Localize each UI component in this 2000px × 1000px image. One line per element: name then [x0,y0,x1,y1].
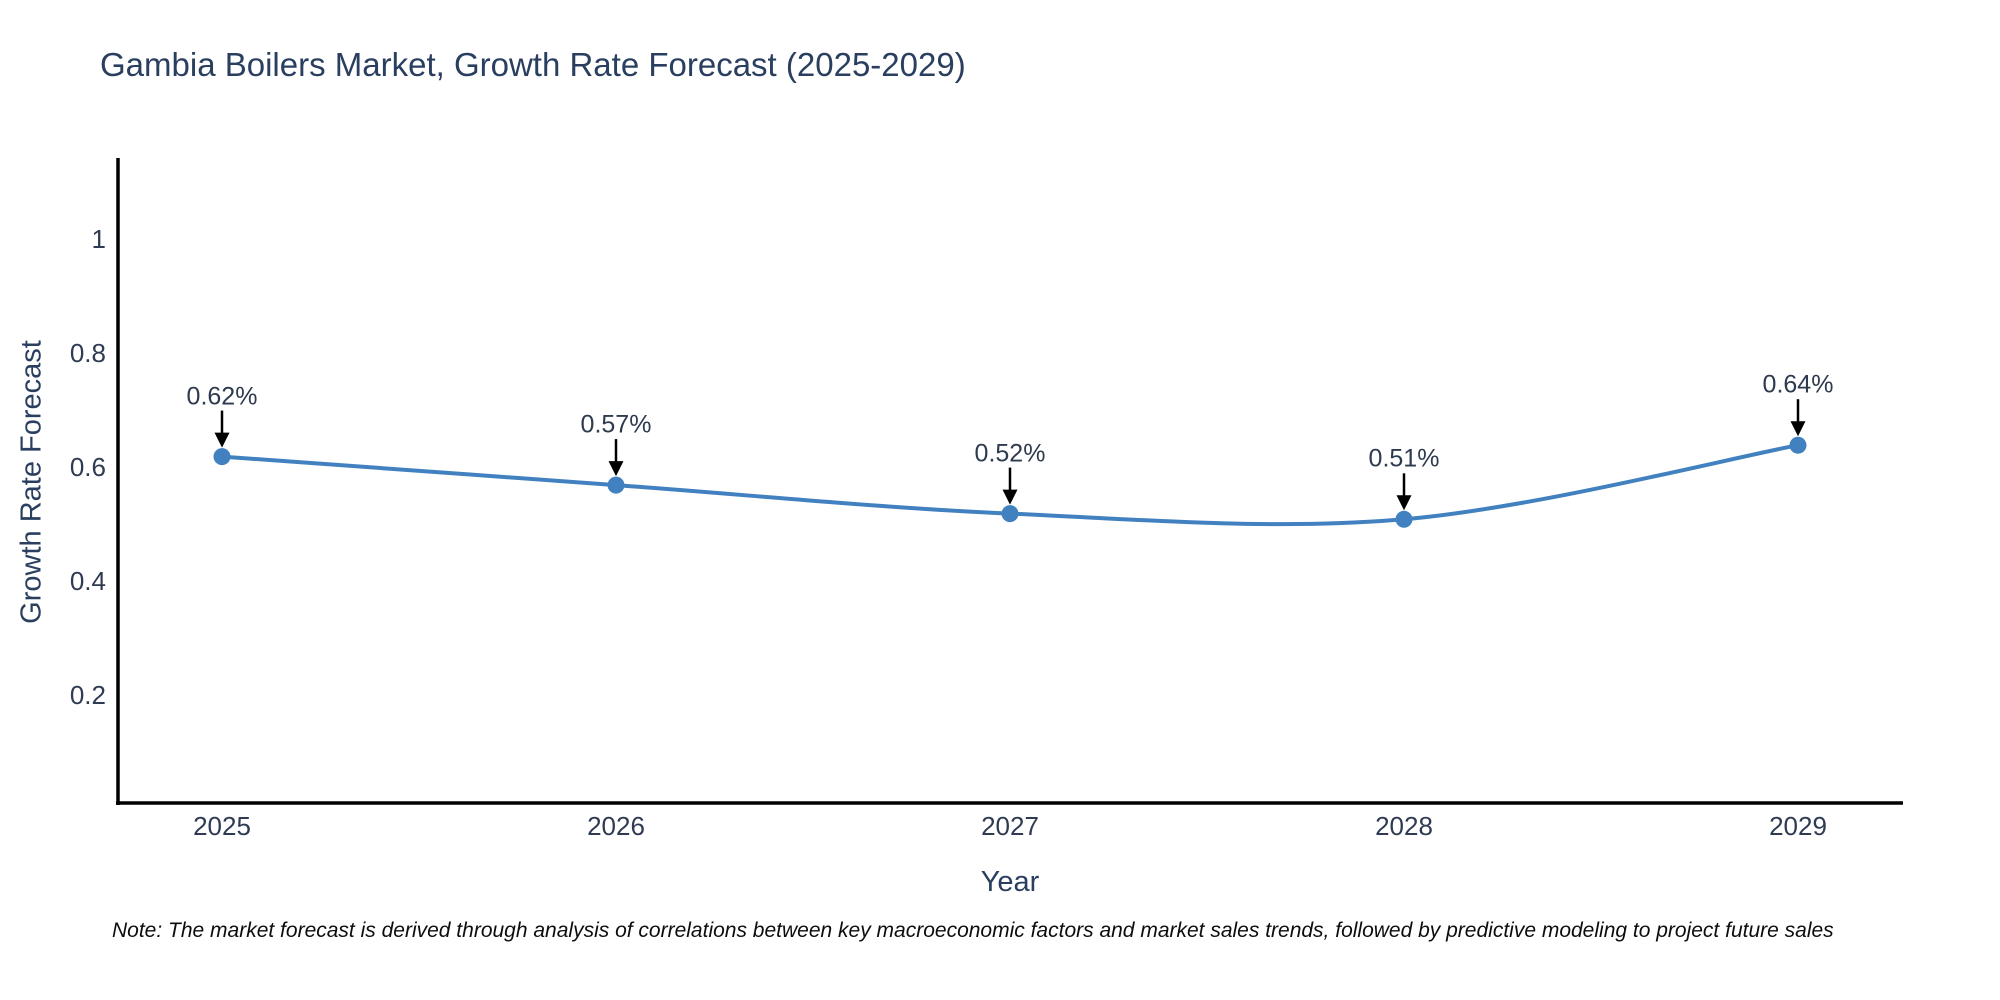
y-tick-label: 0.6 [69,451,106,482]
x-tick-label: 2026 [587,811,645,841]
data-point-marker [1789,436,1807,454]
data-point-marker [1001,505,1019,523]
y-tick-label: 0.8 [69,337,106,368]
x-tick-label: 2028 [1375,811,1433,841]
annotation-arrowhead [1790,421,1806,437]
chart-footnote: Note: The market forecast is derived thr… [112,919,1834,942]
data-point-value-label: 0.51% [1368,444,1440,473]
data-point-value-label: 0.57% [580,410,652,439]
annotation-arrowhead [214,432,230,448]
data-point-value-label: 0.52% [974,439,1046,468]
y-tick-label: 0.4 [69,565,106,596]
annotation-arrows [214,399,1806,511]
y-tick-label: 1 [91,223,106,254]
x-axis-title: Year [980,866,1040,898]
chart-title: Gambia Boilers Market, Growth Rate Forec… [100,46,966,83]
data-point-markers [213,436,1807,528]
data-point-marker [213,448,231,466]
data-point-marker [607,476,625,494]
x-tick-label: 2025 [193,811,251,841]
x-tick-label: 2027 [981,811,1039,841]
data-point-value-label: 0.64% [1762,370,1834,399]
data-point-marker [1395,510,1413,528]
x-tick-label: 2029 [1769,811,1827,841]
annotation-arrowhead [1396,495,1412,511]
y-axis-title: Growth Rate Forecast [15,340,48,624]
annotation-arrowhead [608,461,624,477]
annotation-arrowhead [1002,489,1018,505]
data-point-value-label: 0.62% [186,382,258,411]
axis-spines [116,158,1903,805]
y-tick-label: 0.2 [69,679,106,710]
